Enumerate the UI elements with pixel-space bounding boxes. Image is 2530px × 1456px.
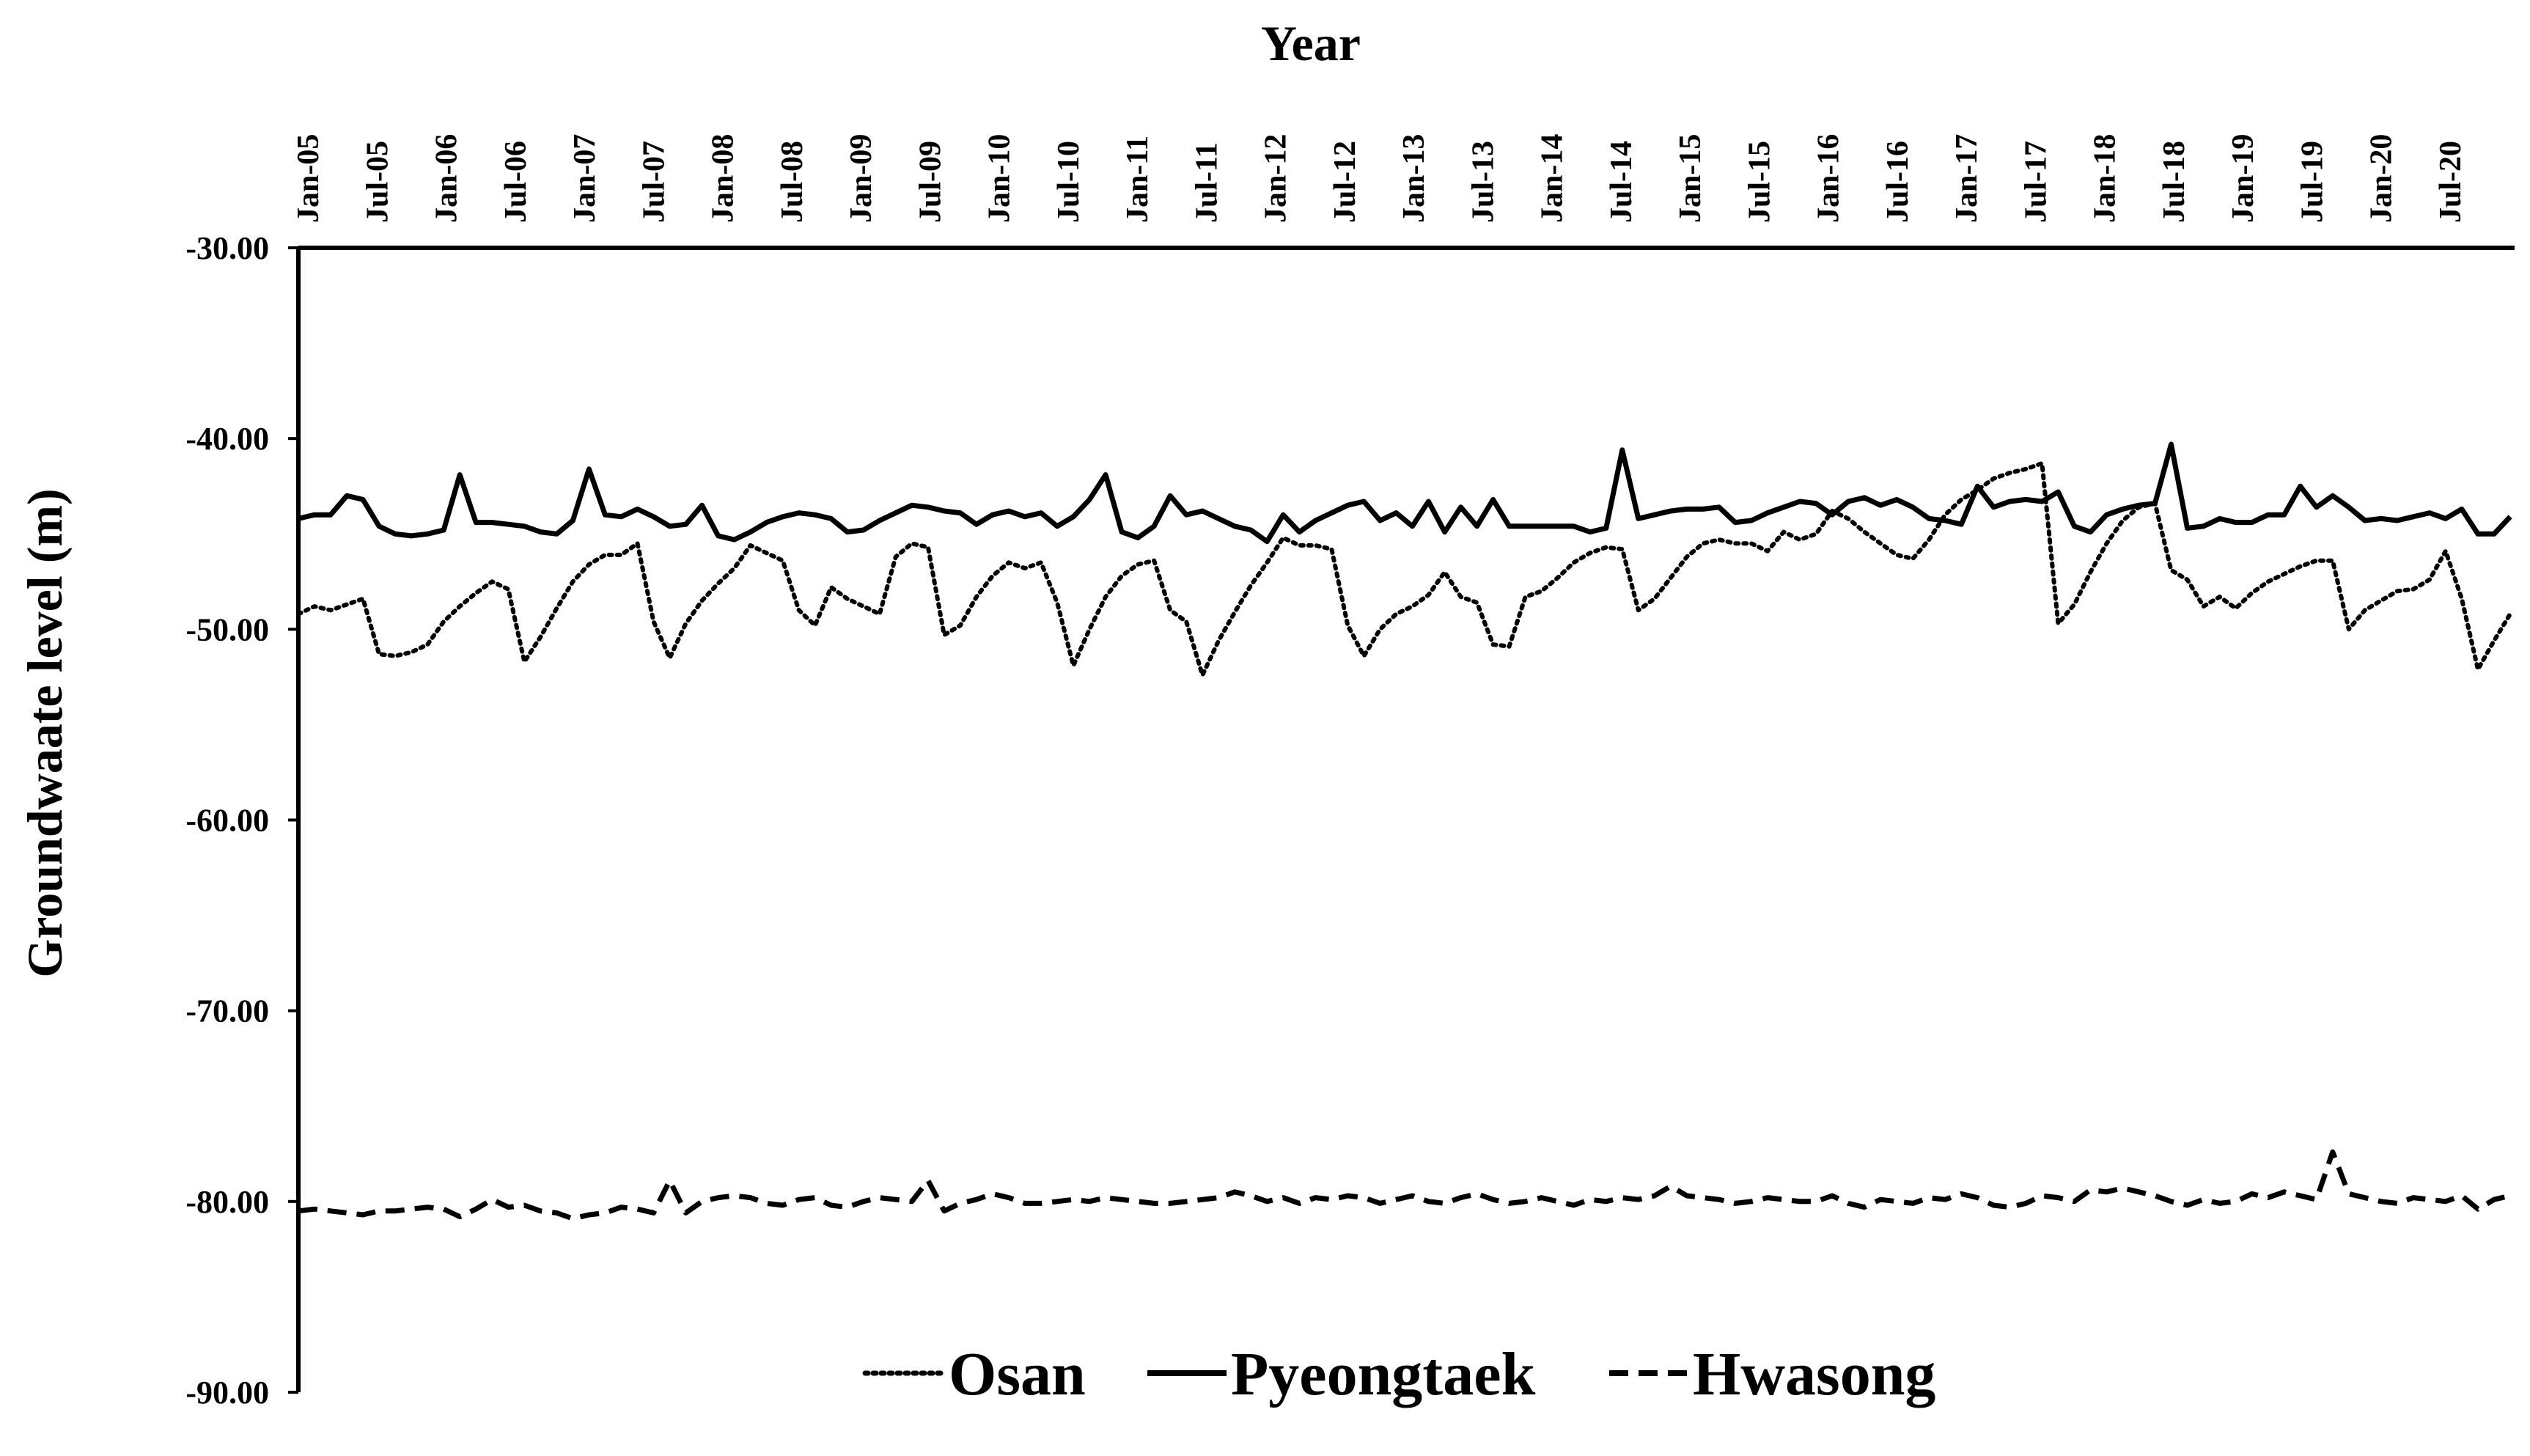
x-tick-label: Jan-14 <box>1536 134 1570 223</box>
x-tick-label: Jan-13 <box>1397 134 1431 223</box>
x-axis-ticks: Jan-05 Jul-05 Jan-06 Jul-06 Jan-07 Jul-07 Jan-… <box>292 134 2468 223</box>
legend: Osan Pyeongtaek Hwasong <box>862 1340 1935 1408</box>
x-tick-label: Jan-19 <box>2226 134 2260 223</box>
x-tick-label: Jul-15 <box>1743 141 1776 223</box>
x-tick-label: Jul-13 <box>1466 141 1500 223</box>
legend-label-pyeongtaek: Pyeongtaek <box>1231 1340 1536 1408</box>
x-tick-label: Jul-20 <box>2434 141 2468 223</box>
x-tick-label: Jul-12 <box>1328 141 1362 223</box>
x-tick-label: Jan-15 <box>1674 134 1707 223</box>
x-tick-label: Jul-09 <box>913 141 947 223</box>
x-tick-label: Jan-05 <box>292 134 326 223</box>
x-tick-label: Jul-17 <box>2019 141 2053 223</box>
x-tick-label: Jul-14 <box>1605 141 1639 223</box>
x-tick-label: Jul-06 <box>499 141 533 223</box>
x-tick-label: Jan-18 <box>2089 134 2122 223</box>
x-tick-label: Jul-11 <box>1190 142 1224 223</box>
x-axis-title: Year <box>1261 15 1361 71</box>
legend-label-hwasong: Hwasong <box>1693 1340 1935 1408</box>
y-tick-label: -90.00 <box>185 1375 269 1411</box>
x-tick-label: Jan-08 <box>707 134 740 223</box>
y-tick-label: -40.00 <box>185 421 269 457</box>
y-tick-label: -60.00 <box>185 803 269 839</box>
x-tick-label: Jul-18 <box>2158 141 2191 223</box>
series-line-pyeongtaek <box>298 441 2512 545</box>
x-tick-label: Jul-10 <box>1052 141 1086 223</box>
x-tick-label: Jan-11 <box>1121 136 1155 223</box>
x-tick-label: Jul-05 <box>361 141 394 223</box>
y-axis-title: Groundwaate level (m) <box>17 488 73 977</box>
x-tick-label: Jul-07 <box>637 141 671 223</box>
x-tick-label: Jul-16 <box>1881 141 1915 223</box>
y-tick-label: -50.00 <box>185 611 269 647</box>
x-tick-label: Jan-07 <box>568 134 602 223</box>
y-tick-label: -70.00 <box>185 993 269 1029</box>
x-tick-label: Jan-16 <box>1812 134 1846 223</box>
series-lines <box>296 441 2512 1221</box>
series-line-hwasong <box>298 1149 2511 1221</box>
y-tick-label: -80.00 <box>185 1184 269 1220</box>
x-tick-label: Jan-20 <box>2365 134 2399 223</box>
x-tick-label: Jul-19 <box>2295 141 2329 223</box>
y-tick-label: -30.00 <box>185 230 269 266</box>
x-tick-label: Jan-17 <box>1950 134 1984 223</box>
x-tick-label: Jan-06 <box>430 134 464 223</box>
x-tick-label: Jan-12 <box>1260 134 1293 223</box>
y-axis-ticks: -30.00 -40.00 -50.00 -60.00 -70.00 -80.00 -90.… <box>185 230 298 1411</box>
x-tick-label: Jul-08 <box>776 141 809 223</box>
legend-label-osan: Osan <box>949 1340 1086 1408</box>
x-tick-label: Jan-10 <box>983 134 1017 223</box>
x-tick-label: Jan-09 <box>845 134 878 223</box>
